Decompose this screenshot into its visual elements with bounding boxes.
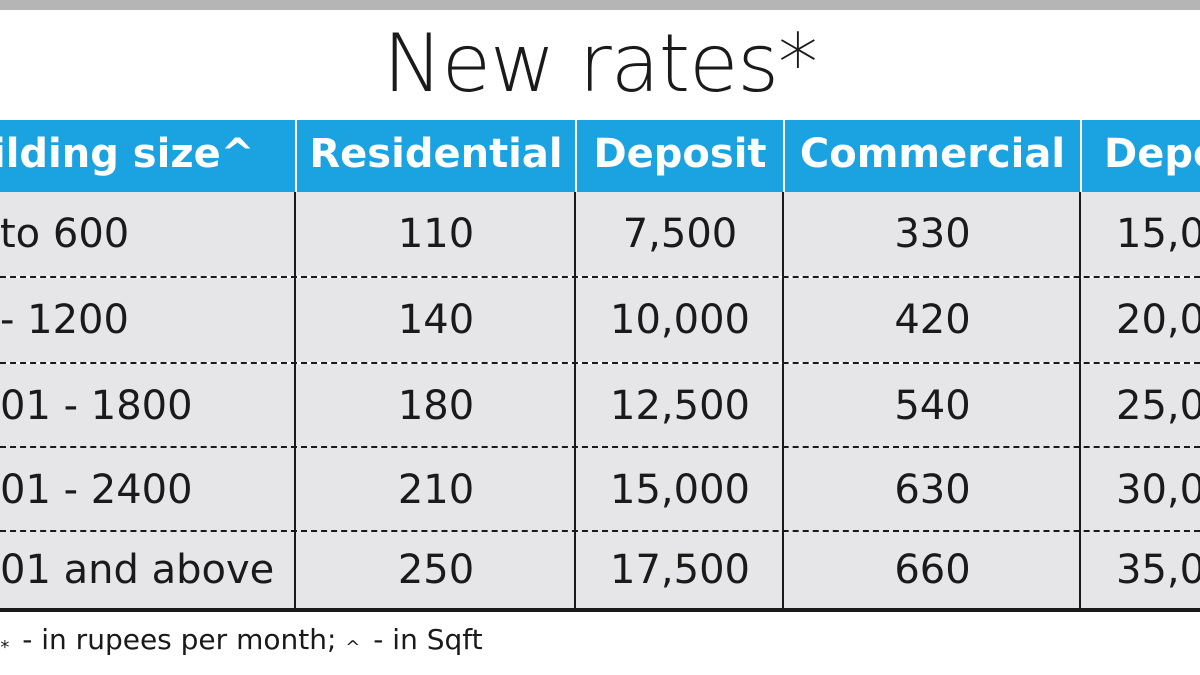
cell-deposit: 15,000	[610, 467, 750, 513]
cell-residential: 110	[397, 211, 475, 257]
footnote-star-text: - in rupees per month;	[22, 623, 337, 656]
cell-commercial-deposit: 30,0	[1116, 467, 1200, 513]
cell-building-size: 01 and above	[0, 547, 275, 593]
footnote-caret-text: - in Sqft	[373, 623, 483, 656]
cell-commercial-deposit: 25,0	[1116, 383, 1200, 429]
cell-building-size: - 1200	[0, 297, 129, 343]
cell-commercial: 660	[894, 547, 971, 593]
table-row: 01 - 2400 210 15,000 630 30,0	[0, 448, 1200, 532]
cell-building-size: 01 - 2400	[0, 467, 193, 513]
row-separator	[0, 446, 1200, 448]
table-bottom-rule	[0, 608, 1200, 612]
caret-symbol: ^	[345, 637, 361, 658]
cell-commercial: 330	[894, 211, 971, 257]
header-commercial: Commercial	[799, 131, 1066, 177]
table-row: to 600 110 7,500 330 15,0	[0, 192, 1200, 276]
header-divider	[575, 120, 577, 192]
cell-commercial-deposit: 15,0	[1116, 211, 1200, 257]
row-separator	[0, 362, 1200, 364]
column-divider	[294, 192, 296, 608]
cell-commercial-deposit: 20,0	[1116, 297, 1200, 343]
header-residential: Residential	[309, 131, 563, 177]
table-header-row: ilding size^ Residential Deposit Commerc…	[0, 120, 1200, 192]
header-divider	[1080, 120, 1082, 192]
cell-commercial: 630	[894, 467, 971, 513]
cell-commercial-deposit: 35,0	[1116, 547, 1200, 593]
star-symbol: *	[0, 637, 10, 658]
header-deposit-commercial: Depo	[1104, 131, 1200, 177]
cell-deposit: 17,500	[610, 547, 750, 593]
top-bar	[0, 0, 1200, 10]
row-separator	[0, 530, 1200, 532]
column-divider	[574, 192, 576, 608]
cell-residential: 180	[397, 383, 475, 429]
header-building-size: ilding size^	[0, 131, 255, 177]
header-divider	[783, 120, 785, 192]
column-divider	[1079, 192, 1081, 608]
cell-residential: 250	[397, 547, 475, 593]
table-row: 01 - 1800 180 12,500 540 25,0	[0, 364, 1200, 448]
header-divider	[295, 120, 297, 192]
cell-building-size: to 600	[0, 211, 130, 257]
footnote: : * - in rupees per month; ^ - in Sqft	[0, 620, 483, 660]
cell-residential: 140	[397, 297, 475, 343]
cell-deposit: 10,000	[610, 297, 750, 343]
table-row: - 1200 140 10,000 420 20,0	[0, 278, 1200, 362]
cell-deposit: 12,500	[610, 383, 750, 429]
table-row: 01 and above 250 17,500 660 35,0	[0, 532, 1200, 608]
cell-commercial: 540	[894, 383, 971, 429]
column-divider	[782, 192, 784, 608]
row-separator	[0, 276, 1200, 278]
cell-building-size: 01 - 1800	[0, 383, 193, 429]
header-deposit: Deposit	[593, 131, 767, 177]
cell-deposit: 7,500	[622, 211, 738, 257]
cell-residential: 210	[397, 467, 475, 513]
cell-commercial: 420	[894, 297, 971, 343]
page-title: New rates*	[382, 17, 818, 110]
